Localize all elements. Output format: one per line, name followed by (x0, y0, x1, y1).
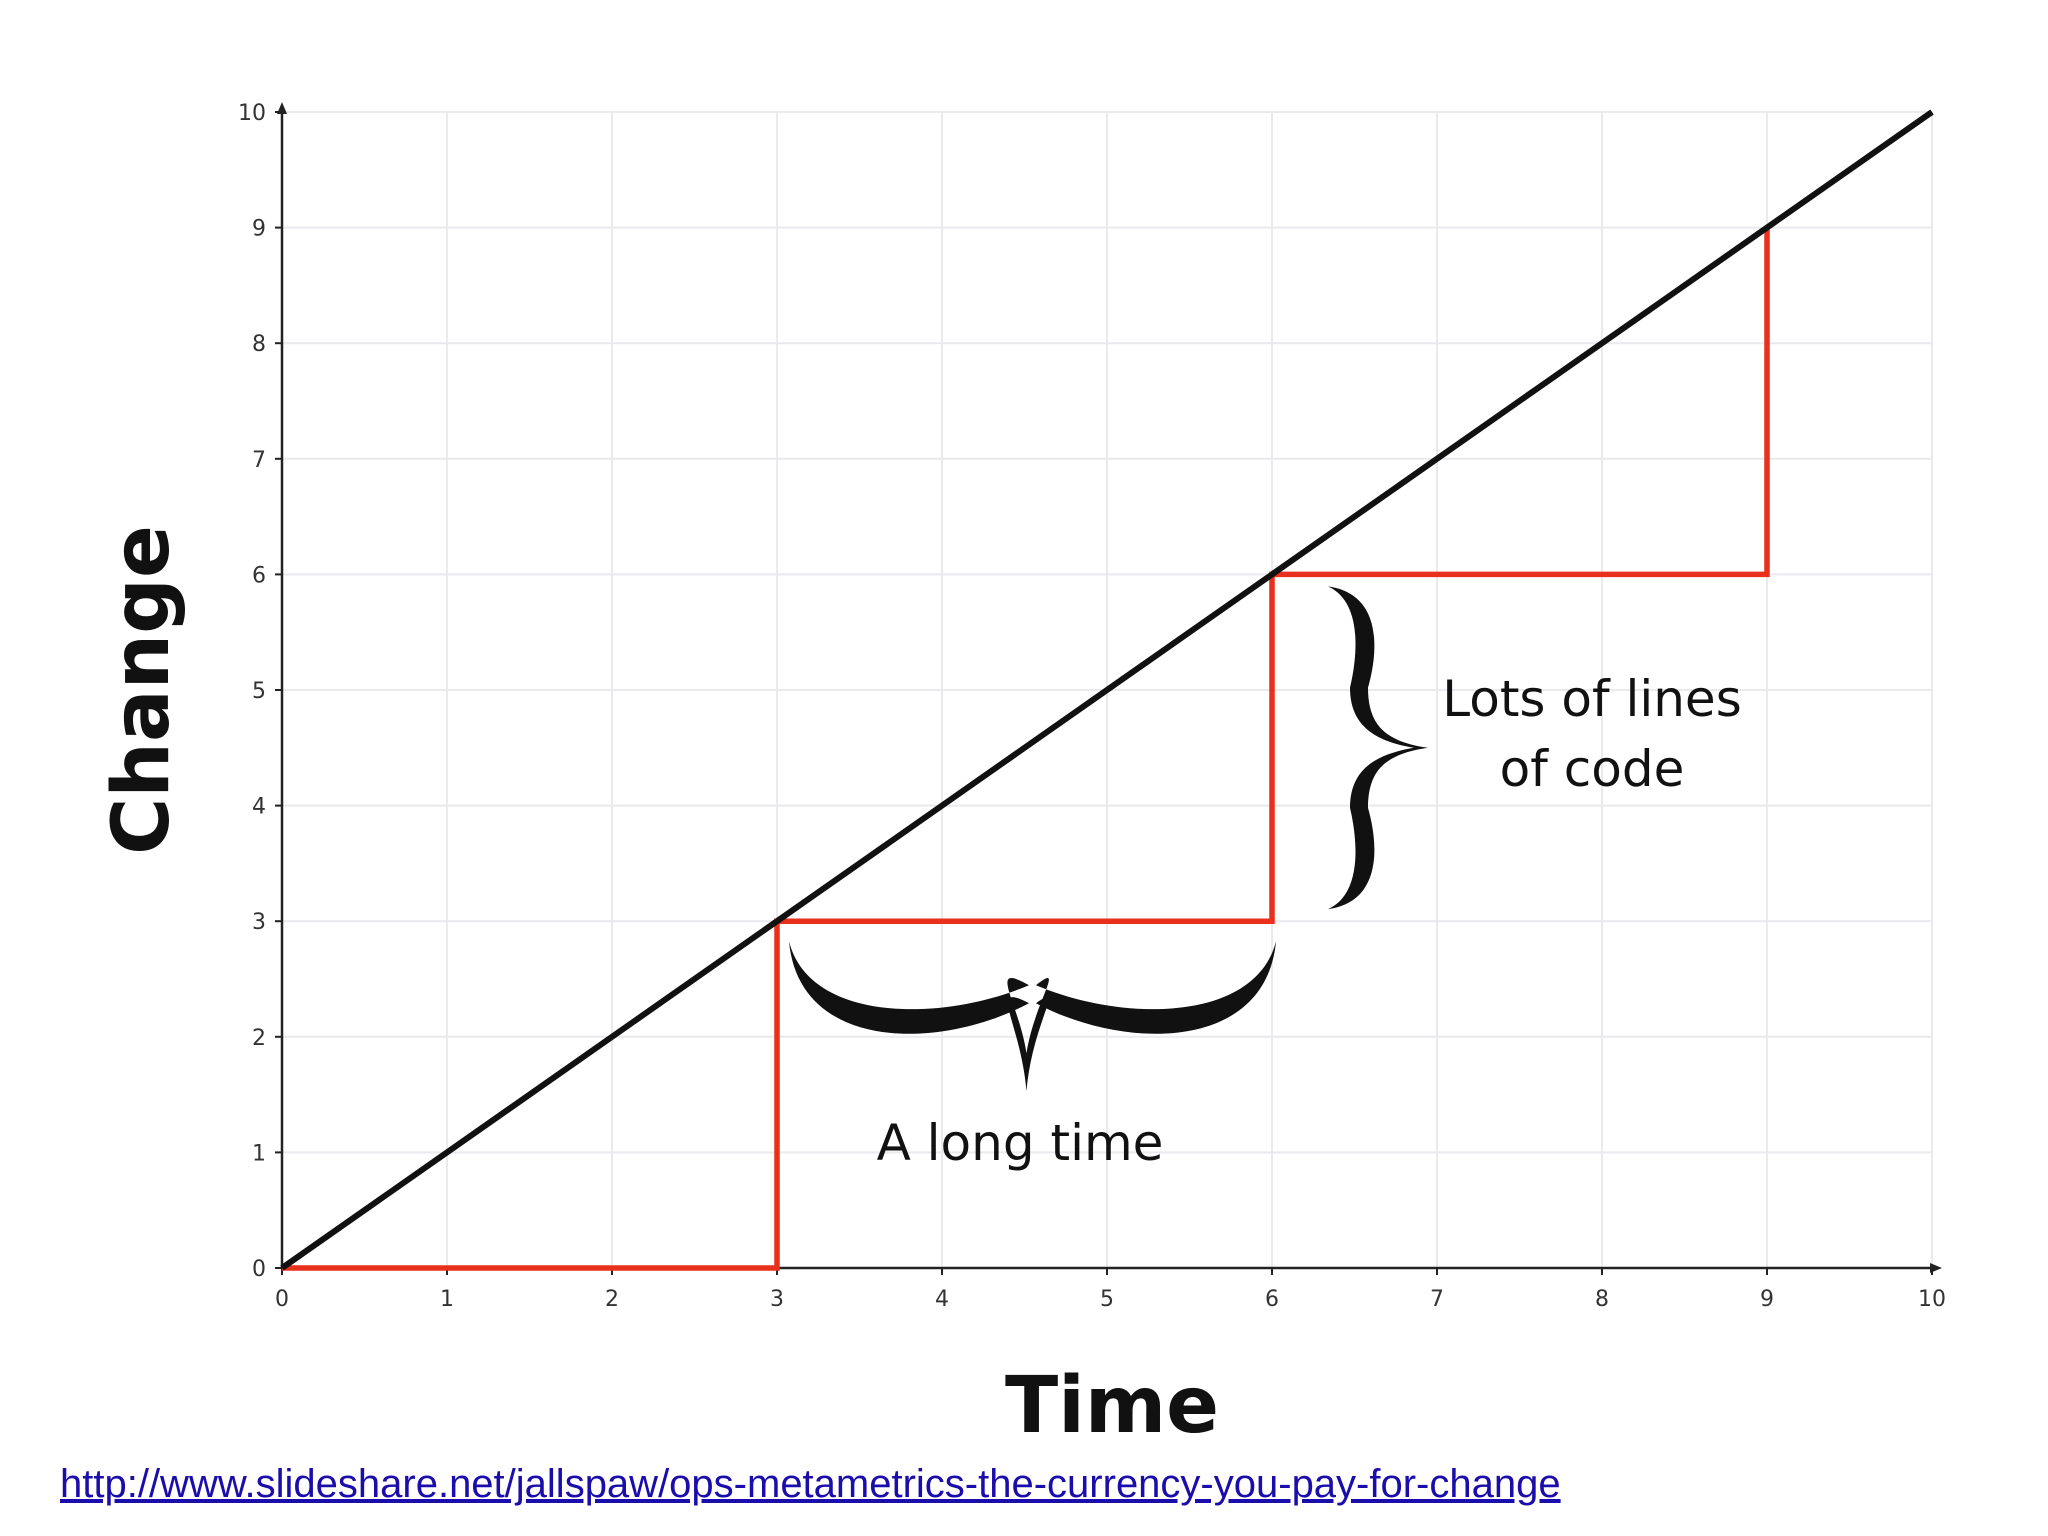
y-tick-label-6: 6 (252, 563, 266, 588)
annotation-long-time: A long time (877, 1114, 1164, 1172)
x-tick-label-4: 4 (935, 1287, 949, 1312)
y-tick-label-10: 10 (238, 101, 266, 126)
y-tick-label-5: 5 (252, 679, 266, 704)
x-tick-label-6: 6 (1265, 1287, 1279, 1312)
brace-vertical (1328, 586, 1428, 910)
x-tick-label-1: 1 (440, 1287, 454, 1312)
series (280, 109, 1934, 1271)
y-tick-label-9: 9 (252, 217, 266, 242)
y-tick-label-3: 3 (252, 910, 266, 935)
y-tick-label-8: 8 (252, 332, 266, 357)
braces (789, 586, 1428, 1092)
y-tick-label-4: 4 (252, 795, 266, 820)
y-tick-label-7: 7 (252, 448, 266, 473)
annotation-lines-of-code-line2: of code (1500, 740, 1685, 798)
x-tick-label-10: 10 (1918, 1287, 1946, 1312)
annotation-lines-of-code-line1: Lots of lines (1442, 670, 1742, 728)
x-tick-label-5: 5 (1100, 1287, 1114, 1312)
x-tick-label-7: 7 (1430, 1287, 1444, 1312)
x-tick-label-8: 8 (1595, 1287, 1609, 1312)
y-tick-label-1: 1 (252, 1141, 266, 1166)
y-tick-label-2: 2 (252, 1026, 266, 1051)
series-line-diagonal (280, 109, 1934, 1271)
series-line-steps (282, 227, 1770, 1271)
y-axis-title: Change (97, 525, 187, 855)
x-tick-label-0: 0 (275, 1287, 289, 1312)
x-tick-label-2: 2 (605, 1287, 619, 1312)
tick-labels: 0 1 2 3 4 5 6 7 8 9 10 0 1 2 3 4 5 6 7 8 9 10 (238, 101, 1946, 1312)
y-tick-label-0: 0 (252, 1257, 266, 1282)
brace-horizontal (789, 941, 1276, 1092)
source-link[interactable]: http://www.slideshare.net/jallspaw/ops-m… (60, 1462, 1561, 1506)
x-axis-title: Time (1005, 1361, 1219, 1451)
x-tick-label-3: 3 (770, 1287, 784, 1312)
x-tick-label-9: 9 (1760, 1287, 1774, 1312)
